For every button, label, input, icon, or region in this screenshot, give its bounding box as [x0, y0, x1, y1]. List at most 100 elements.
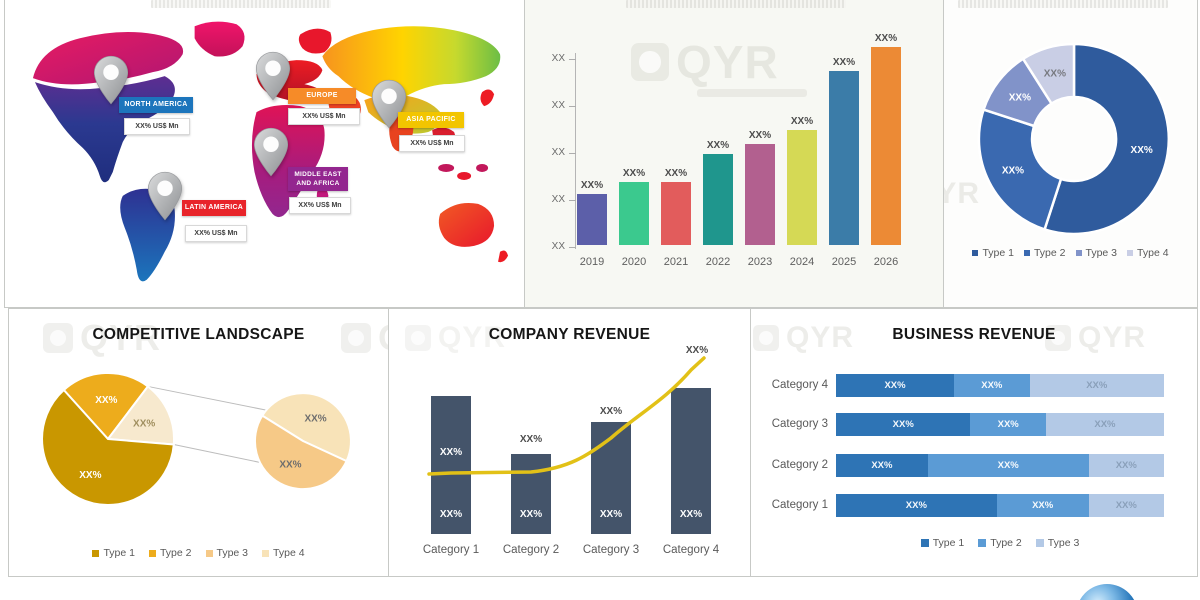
- segment-type-2: XX%: [927, 454, 1089, 477]
- pie-slice-label: XX%: [133, 418, 155, 429]
- panel-competitive-landscape: QYR QYR COMPETITIVE LANDSCAPE XX%XX%XX%X…: [8, 308, 389, 577]
- legend-item: Type 2: [148, 547, 192, 559]
- region-label: NORTH AMERICA: [119, 97, 193, 113]
- legend-marker: [205, 549, 213, 557]
- map-australia: [438, 203, 495, 247]
- location-pin-icon: [371, 79, 407, 129]
- region-label: ASIA PACIFIC: [398, 112, 464, 128]
- legend-marker: [92, 549, 100, 557]
- x-tick-label: 2022: [705, 256, 731, 268]
- donut-chart: XX% XX% XX% XX%: [977, 42, 1171, 236]
- x-tick-label: 2026: [873, 256, 899, 268]
- y-tick-label: XX: [551, 194, 565, 205]
- pie-slice: [62, 372, 150, 441]
- legend-marker: [972, 250, 979, 256]
- competitive-legend: Type 1 Type 2 Type 3 Type 4: [9, 547, 388, 559]
- map-pin: [253, 51, 293, 101]
- y-category-label: Category 2: [771, 459, 828, 471]
- y-tick-label: XX: [551, 100, 565, 111]
- donut-slice: [1043, 42, 1171, 236]
- bar-value-label: XX%: [790, 116, 814, 127]
- bar: [661, 182, 691, 245]
- map-island: [476, 163, 489, 172]
- panel-market-growth-chart: QYR XX XX XX XX XX XX% 2019 XX% 2020 XX% 2021 XX% 20…: [524, 0, 944, 308]
- legend-marker: [262, 549, 270, 557]
- x-tick-label: 2019: [579, 256, 605, 268]
- legend-marker: [1127, 250, 1134, 256]
- donut-slice-label: XX%: [1131, 145, 1153, 156]
- x-tick-label: 2025: [831, 256, 857, 268]
- legend-label: Type 3: [1047, 537, 1080, 549]
- watermark-caption: [697, 89, 807, 97]
- y-category-label: Category 4: [771, 379, 828, 391]
- y-tick-label: XX: [551, 241, 565, 252]
- stacked-bar: XX% XX% XX%: [836, 413, 1164, 436]
- donut-slice: [1021, 42, 1076, 106]
- bar: [577, 194, 607, 245]
- y-category-label: Category 3: [771, 418, 828, 430]
- segment-type-1: XX%: [836, 413, 971, 436]
- legend-item: Type 4: [1127, 247, 1169, 259]
- secondary-pie-slice-label: XX%: [304, 413, 326, 424]
- segment-type-1: XX%: [836, 454, 928, 477]
- legend-item: Type 3: [1075, 247, 1118, 259]
- bar-value-label: XX%: [874, 33, 898, 44]
- line-value-label: XX%: [685, 345, 709, 356]
- secondary-pie-slice: [260, 392, 352, 463]
- stacked-bar: XX% XX% XX%: [836, 454, 1164, 477]
- pie-slice: [41, 388, 175, 506]
- legend-marker: [148, 549, 156, 557]
- y-tick-label: XX: [551, 147, 565, 158]
- bar: [511, 454, 551, 534]
- business-legend: Type 1 Type 2 Type 3: [836, 537, 1164, 549]
- map-pin: [369, 79, 409, 129]
- watermark: QYR: [631, 35, 779, 89]
- map-island: [438, 163, 455, 172]
- bar: [745, 144, 775, 245]
- map-pin: [145, 171, 185, 221]
- region-value: XX% US$ Mn: [185, 225, 247, 242]
- legend-label: Type 2: [1033, 247, 1066, 259]
- donut-slice-label: XX%: [1009, 93, 1031, 104]
- region-label: LATIN AMERICA: [182, 200, 246, 216]
- legend-label: Type 3: [1085, 247, 1118, 259]
- location-pin-icon: [93, 55, 129, 105]
- x-category-label: Category 3: [582, 544, 640, 556]
- location-pin-icon: [253, 127, 289, 177]
- panel-title: COMPANY REVENUE: [488, 326, 651, 343]
- y-tick-label: XX: [551, 53, 565, 64]
- line-value-label: XX%: [439, 447, 463, 458]
- map-pin: [251, 127, 291, 177]
- region-value: XX% US$ Mn: [124, 118, 190, 135]
- clipped-panel-title: [626, 0, 846, 8]
- panel-regional-map: QYR: [4, 0, 525, 308]
- axis-tick: [569, 153, 576, 154]
- axis-tick: [569, 200, 576, 201]
- bar: [619, 182, 649, 245]
- segment-type-3: XX%: [1088, 454, 1164, 477]
- axis-tick: [569, 59, 576, 60]
- legend-label: Type 3: [216, 547, 249, 559]
- bar-value-label: XX%: [622, 168, 646, 179]
- x-tick-label: 2023: [747, 256, 773, 268]
- bar-bottom-label: XX%: [679, 509, 703, 520]
- segment-type-3: XX%: [1045, 413, 1164, 436]
- stacked-bar: XX% XX% XX%: [836, 494, 1164, 517]
- trend-line: [427, 356, 706, 476]
- region-value: XX% US$ Mn: [288, 108, 360, 125]
- segment-type-3: XX%: [1029, 374, 1164, 397]
- legend-label: Type 1: [982, 247, 1014, 259]
- legend-marker: [1023, 250, 1030, 256]
- legend-item: Type 3: [205, 547, 249, 559]
- secondary-pie-slice: [253, 414, 348, 491]
- map-island: [457, 171, 472, 180]
- legend-label: Type 4: [1137, 247, 1169, 259]
- legend-marker: [1075, 250, 1082, 256]
- bar: [671, 388, 711, 534]
- panel-business-revenue: QYR QYR BUSINESS REVENUE Category 4 XX% XX…: [750, 308, 1198, 577]
- panel-company-revenue: QYR COMPANY REVENUE XX% Category 1 XX% Cate…: [388, 308, 751, 577]
- map-pin: [91, 55, 131, 105]
- revenue-trend-line: [427, 356, 706, 476]
- line-value-label: XX%: [599, 406, 623, 417]
- pie-slice: [106, 384, 176, 446]
